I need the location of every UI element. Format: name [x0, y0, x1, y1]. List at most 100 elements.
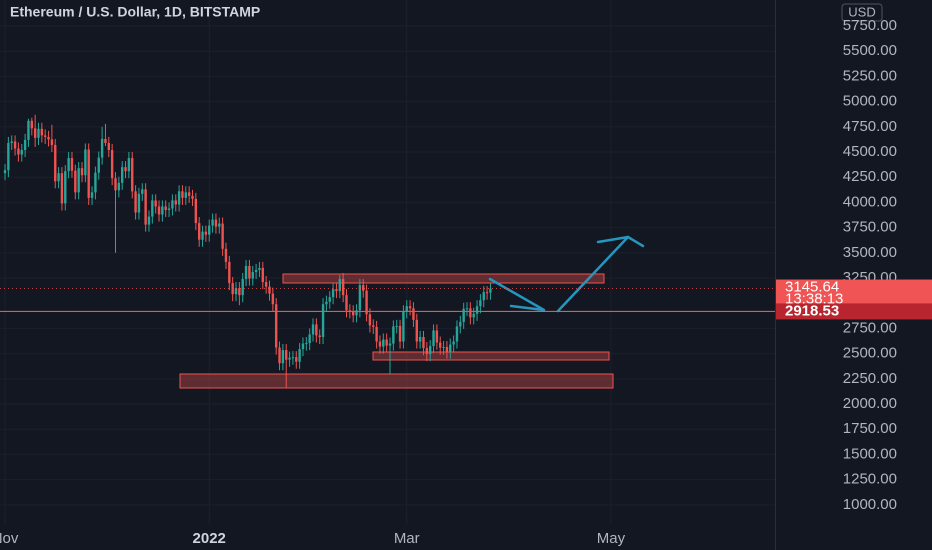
candle-body [30, 120, 34, 129]
candle-body [107, 142, 111, 150]
candle-body [211, 219, 214, 226]
candle-body [224, 248, 228, 262]
candle-body [90, 192, 94, 198]
candle-body [33, 128, 37, 138]
candle-body [77, 168, 80, 193]
candle-body [144, 189, 147, 225]
candle-body [358, 285, 362, 311]
candle-body [435, 330, 439, 343]
candle-body [362, 285, 365, 291]
candle-body [47, 136, 50, 140]
candle-body [171, 200, 174, 209]
candle-body [164, 206, 167, 210]
candle-body [184, 192, 187, 198]
candle-body [194, 198, 198, 224]
candle-body [87, 149, 90, 198]
candle-body [455, 326, 459, 342]
arrow-up [556, 235, 645, 313]
candle-body [161, 206, 164, 215]
candle-body [221, 223, 224, 249]
candle-body [301, 343, 305, 350]
candle-body [3, 170, 7, 174]
x-tick-label: 2022 [193, 530, 226, 547]
candle-body [151, 200, 154, 217]
candle-body [281, 350, 285, 364]
candle-body [57, 173, 60, 182]
candle-body [378, 341, 382, 347]
candle-body [459, 321, 462, 327]
candle-body [355, 310, 358, 316]
candle-body [167, 208, 171, 210]
candle-body [338, 279, 341, 292]
candle-body [288, 357, 291, 360]
y-tick-label: 1250.00 [843, 471, 897, 488]
candle-body [80, 168, 84, 176]
candle-body [392, 326, 395, 344]
chart-title: Ethereum / U.S. Dollar, 1D, BITSTAMP [10, 4, 260, 20]
candle-body [20, 150, 23, 155]
candle-body [100, 138, 104, 158]
y-tick-label: 4500.00 [843, 143, 897, 160]
y-tick-label: 1750.00 [843, 420, 897, 437]
candle-body [489, 288, 492, 293]
candle-body [271, 293, 275, 305]
resistance-zone [282, 273, 605, 284]
candle-body [311, 324, 315, 335]
y-tick-label: 3750.00 [843, 219, 897, 236]
candle-body [472, 313, 475, 318]
candle-body [131, 158, 134, 192]
price-line-box [776, 303, 932, 320]
candle-body [104, 138, 107, 143]
candle-body [412, 308, 415, 320]
candle-body [351, 311, 355, 316]
candle-body [94, 172, 97, 193]
candle-body [147, 216, 151, 225]
candles [3, 114, 492, 388]
y-tick-label: 5500.00 [843, 42, 897, 59]
candle-body [408, 306, 412, 309]
candle-body [398, 325, 402, 342]
candle-body [261, 267, 264, 283]
candle-body [174, 200, 177, 205]
support-zone [372, 351, 610, 361]
candle-body [244, 265, 248, 280]
candle-body [117, 182, 121, 191]
candle-body [305, 343, 308, 345]
candle-body [7, 142, 10, 171]
candle-body [127, 158, 131, 172]
price-line-label: 2918.53 [785, 302, 839, 319]
candle-body [274, 304, 278, 348]
candle-body [134, 191, 137, 213]
zones [179, 273, 614, 389]
candle-body [70, 158, 74, 171]
candle-body [341, 279, 345, 296]
candle-body [375, 326, 378, 342]
candle-body [321, 304, 325, 337]
candle-body [97, 157, 100, 173]
y-tick-label: 1500.00 [843, 445, 897, 462]
candle-body [268, 286, 271, 294]
candle-body [368, 314, 372, 326]
candle-body [254, 269, 258, 272]
overlay [0, 288, 775, 313]
candle-body [365, 290, 368, 315]
candle-body [154, 200, 157, 207]
candle-body [452, 341, 455, 345]
candle-body [84, 149, 87, 176]
x-tick-label: Nov [0, 530, 19, 547]
candle-body [251, 271, 254, 279]
last-price-label: 3145.64 [785, 279, 839, 296]
candle-body [315, 324, 318, 336]
candle-body [449, 344, 452, 352]
candle-body [291, 357, 295, 359]
candle-body [428, 346, 432, 355]
candle-body [445, 347, 449, 352]
candle-body [348, 310, 352, 312]
candle-body [325, 301, 328, 305]
candle-body [201, 231, 204, 240]
x-tick-label: May [597, 530, 626, 547]
y-tick-label: 1000.00 [843, 496, 897, 513]
y-tick-label: 2750.00 [843, 319, 897, 336]
candle-body [345, 295, 348, 311]
candle-body [40, 128, 44, 136]
